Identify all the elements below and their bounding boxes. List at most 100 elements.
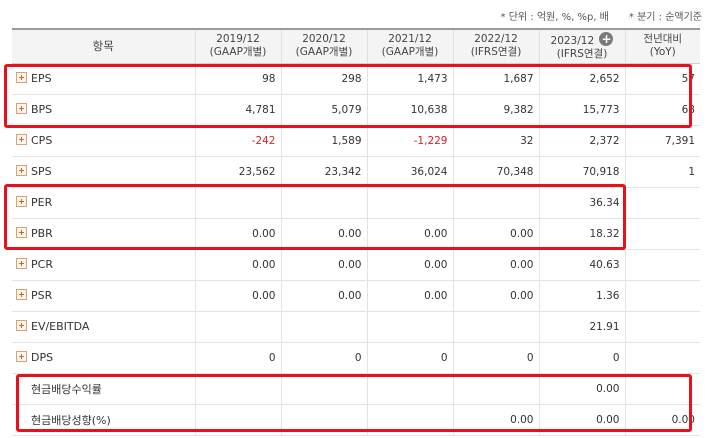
expand-plus-icon[interactable] xyxy=(16,227,27,238)
value-cell: 36.34 xyxy=(538,187,625,219)
row-label: PSR xyxy=(31,289,53,302)
yoy-cell xyxy=(624,342,700,374)
value-cell: 21.91 xyxy=(538,311,625,343)
table-row: DPS 0 0 0 0 0 xyxy=(12,342,700,374)
value-cell: 0.00 xyxy=(280,218,367,250)
value-cell: 0 xyxy=(366,342,453,374)
value-cell xyxy=(366,187,453,219)
value-cell: 98 xyxy=(194,63,281,95)
value-cell: 0.00 xyxy=(194,280,281,312)
row-label: PER xyxy=(31,196,53,209)
value-cell xyxy=(452,373,539,405)
value-cell: 15,773 xyxy=(538,94,625,126)
value-cell: -1,229 xyxy=(366,125,453,157)
table-row: SPS 23,562 23,342 36,024 70,348 70,918 1 xyxy=(12,156,700,188)
value-cell: 298 xyxy=(280,63,367,95)
row-label-cell[interactable]: SPS xyxy=(12,156,195,188)
table-row: PBR 0.00 0.00 0.00 0.00 18.32 xyxy=(12,218,700,250)
value-cell: 0.00 xyxy=(280,249,367,281)
expand-plus-icon[interactable] xyxy=(16,351,27,362)
value-cell: 18.32 xyxy=(538,218,625,250)
row-label: DPS xyxy=(31,351,54,364)
row-label-cell[interactable]: EPS xyxy=(12,63,195,95)
value-cell: 5,079 xyxy=(280,94,367,126)
yoy-cell xyxy=(624,280,700,312)
row-label-cell[interactable]: DPS xyxy=(12,342,195,374)
value-cell xyxy=(194,311,281,343)
row-label-cell[interactable]: PER xyxy=(12,187,195,219)
value-cell xyxy=(194,373,281,405)
row-label-cell[interactable]: BPS xyxy=(12,94,195,126)
value-cell: 23,342 xyxy=(280,156,367,188)
value-cell xyxy=(280,187,367,219)
expand-plus-icon[interactable] xyxy=(16,165,27,176)
row-label-cell[interactable]: PCR xyxy=(12,249,195,281)
yoy-cell: 7,391 xyxy=(624,125,700,157)
value-cell: 0 xyxy=(452,342,539,374)
quarter-note: * 분기 : 순액기준 xyxy=(628,12,702,23)
row-label-cell[interactable]: CPS xyxy=(12,125,195,157)
value-cell xyxy=(194,404,281,436)
expand-plus-icon[interactable] xyxy=(16,72,27,83)
expand-plus-icon[interactable] xyxy=(16,103,27,114)
header-year-2022: 2022/12 (IFRS연결) xyxy=(452,28,539,64)
yoy-cell: 68 xyxy=(624,94,700,126)
row-label-cell[interactable]: PBR xyxy=(12,218,195,250)
table-notes: * 단위 : 억원, %, %p, 배 * 분기 : 순액기준 xyxy=(501,8,702,24)
value-cell: 70,918 xyxy=(538,156,625,188)
value-cell: 70,348 xyxy=(452,156,539,188)
yoy-cell xyxy=(624,311,700,343)
header-year-2023: 2023/12 + (IFRS연결) xyxy=(538,28,625,64)
row-label: EPS xyxy=(31,72,52,85)
row-label-cell[interactable]: EV/EBITDA xyxy=(12,311,195,343)
value-cell: 2,652 xyxy=(538,63,625,95)
value-cell: 32 xyxy=(452,125,539,157)
value-cell: 0.00 xyxy=(452,218,539,250)
yoy-cell xyxy=(624,218,700,250)
yoy-cell: 57 xyxy=(624,63,700,95)
expand-plus-icon[interactable] xyxy=(16,320,27,331)
value-cell: 10,638 xyxy=(366,94,453,126)
table-row: PSR 0.00 0.00 0.00 0.00 1.36 xyxy=(12,280,700,312)
value-cell: -242 xyxy=(194,125,281,157)
value-cell: 0.00 xyxy=(194,249,281,281)
value-cell: 0.00 xyxy=(194,218,281,250)
row-label-cell: 현금배당성향(%) xyxy=(12,404,195,436)
value-cell: 0.00 xyxy=(538,404,625,436)
row-label-cell[interactable]: PSR xyxy=(12,280,195,312)
value-cell xyxy=(280,373,367,405)
add-column-icon[interactable]: + xyxy=(599,31,614,46)
value-cell: 0.00 xyxy=(452,404,539,436)
expand-plus-icon[interactable] xyxy=(16,134,27,145)
value-cell: 1.36 xyxy=(538,280,625,312)
expand-plus-icon[interactable] xyxy=(16,196,27,207)
table-row: PER 36.34 xyxy=(12,187,700,219)
value-cell xyxy=(366,311,453,343)
value-cell: 1,589 xyxy=(280,125,367,157)
header-yoy: 전년대비 (YoY) xyxy=(624,28,700,64)
value-cell: 0 xyxy=(194,342,281,374)
header-item: 항목 xyxy=(12,28,195,64)
value-cell: 0.00 xyxy=(366,218,453,250)
table-header-row: 항목 2019/12 (GAAP개별) 2020/12 (GAAP개별) 2021/… xyxy=(12,28,700,64)
unit-note: * 단위 : 억원, %, %p, 배 xyxy=(500,12,609,23)
table-row: CPS -242 1,589 -1,229 32 2,372 7,391 xyxy=(12,125,700,157)
row-label-cell: 현금배당수익률 xyxy=(12,373,195,405)
value-cell: 0.00 xyxy=(452,249,539,281)
table-row: EPS 98 298 1,473 1,687 2,652 57 xyxy=(12,63,700,95)
value-cell: 4,781 xyxy=(194,94,281,126)
expand-plus-icon[interactable] xyxy=(16,289,27,300)
table-row: 현금배당성향(%) 0.00 0.00 0.00 xyxy=(12,404,700,436)
value-cell: 40.63 xyxy=(538,249,625,281)
value-cell: 0.00 xyxy=(452,280,539,312)
value-cell xyxy=(452,311,539,343)
value-cell: 0.00 xyxy=(366,249,453,281)
value-cell xyxy=(452,187,539,219)
value-cell: 36,024 xyxy=(366,156,453,188)
expand-plus-icon[interactable] xyxy=(16,258,27,269)
table-row: EV/EBITDA 21.91 xyxy=(12,311,700,343)
row-label: EV/EBITDA xyxy=(31,320,90,333)
value-cell: 2,372 xyxy=(538,125,625,157)
value-cell xyxy=(366,373,453,405)
header-year-2020: 2020/12 (GAAP개별) xyxy=(280,28,367,64)
